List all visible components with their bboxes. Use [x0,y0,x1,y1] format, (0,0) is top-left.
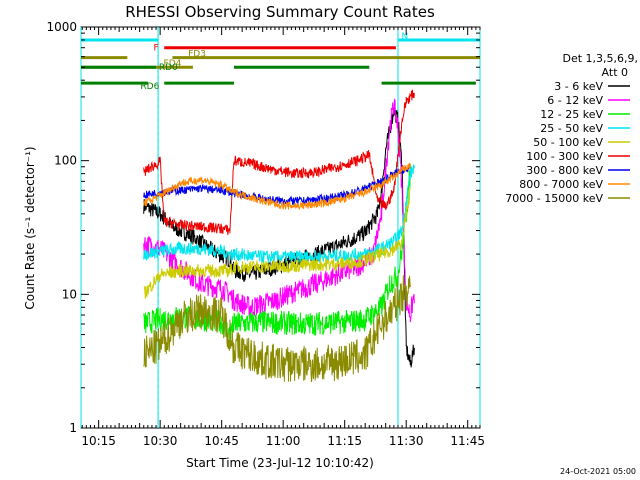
series-line-2 [143,163,411,342]
x-tick-label: 10:45 [204,434,239,448]
legend-label: 800 - 7000 keV [519,178,603,191]
x-axis-ticks: 10:15 10:30 10:45 11:00 11:15 11:30 11:45 [81,27,485,448]
legend-label: 300 - 800 keV [526,164,603,177]
legend-label: 12 - 25 keV [540,108,603,121]
series-line-5 [143,89,415,235]
y-tick-label: 10 [62,287,77,301]
flag-label-f: F [153,44,158,54]
x-tick-label: 10:15 [81,434,116,448]
legend-header-line-1: Det 1,3,5,6,9, [562,52,638,65]
series-line-7 [143,162,411,210]
legend-label: 50 - 100 keV [533,136,603,149]
night-indicators [80,27,481,428]
x-tick-label: 11:45 [450,434,485,448]
flag-label-fd3: FD3 [188,50,206,60]
y-axis-label: Count Rate (s⁻¹ detector⁻¹) [23,146,37,309]
legend-label: 6 - 12 keV [547,94,603,107]
footer-date: 24-Oct-2021 05:00 [560,467,636,476]
y-tick-label: 100 [54,154,77,168]
legend-header-line-2: Att 0 [602,66,628,79]
legend-label: 25 - 50 keV [540,122,603,135]
series-line-3 [143,164,415,265]
x-axis-label: Start Time (23-Jul-12 10:10:42) [186,456,374,470]
x-tick-label: 11:30 [389,434,424,448]
legend-label: 100 - 300 keV [526,150,603,163]
flag-label-rd0: RD0 [159,63,178,73]
y-tick-label: 1000 [46,20,77,34]
x-tick-label: 10:30 [143,434,178,448]
x-tick-label: 11:15 [327,434,362,448]
series-line-8 [143,275,411,382]
x-tick-label: 11:00 [266,434,301,448]
flag-label-n: N [401,32,408,42]
legend-label: 3 - 6 keV [554,80,603,93]
y-axis-ticks: 1 10 100 1000 [46,20,480,435]
series-line-1 [143,98,415,323]
series-lines [143,89,415,382]
y-tick-label: 1 [69,421,77,435]
flag-label-rd6: RD6 [140,82,159,92]
legend-label: 7000 - 15000 keV [505,192,603,205]
flag-label-fd4: FD4 [164,59,182,69]
series-line-4 [143,186,411,300]
chart-title: RHESSI Observing Summary Count Rates [125,3,435,21]
